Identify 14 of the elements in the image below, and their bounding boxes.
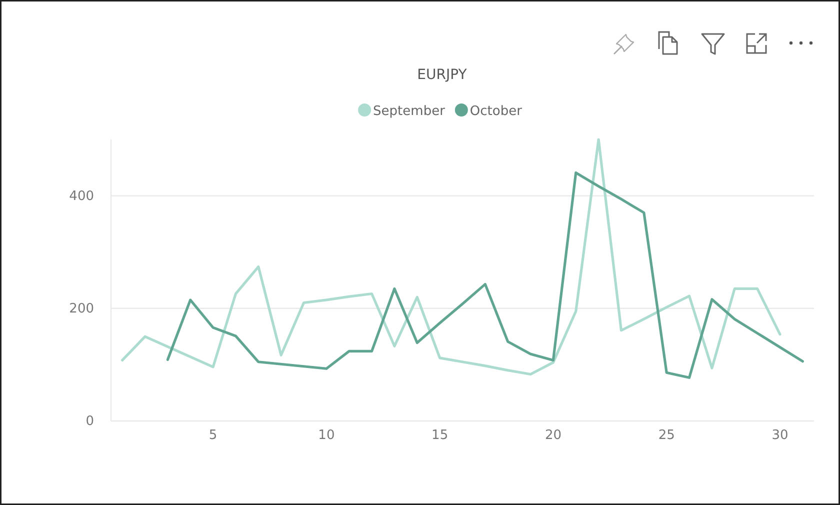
x-tick-label: 30 <box>772 428 788 444</box>
line-series <box>166 171 804 379</box>
legend-label: October <box>470 104 523 119</box>
y-tick-label: 400 <box>69 188 94 204</box>
y-tick-label: 200 <box>69 302 94 317</box>
x-tick-label: 25 <box>658 428 675 444</box>
line-series <box>121 138 782 376</box>
x-tick-label: 10 <box>318 428 335 444</box>
x-tick-label: 20 <box>544 428 562 444</box>
x-tick-label: 5 <box>208 428 218 444</box>
y-tick-label: 0 <box>86 414 94 430</box>
chart-title: EURJPY <box>417 67 468 83</box>
x-tick-label: 15 <box>432 428 448 444</box>
legend-label: September <box>373 104 446 119</box>
